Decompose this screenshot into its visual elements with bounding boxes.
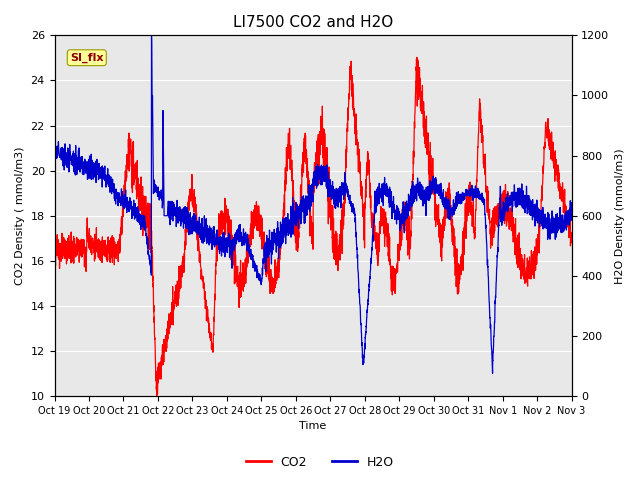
- Legend: CO2, H2O: CO2, H2O: [241, 451, 399, 474]
- Y-axis label: CO2 Density ( mmol/m3): CO2 Density ( mmol/m3): [15, 146, 25, 285]
- Y-axis label: H2O Density (mmol/m3): H2O Density (mmol/m3): [615, 148, 625, 284]
- X-axis label: Time: Time: [300, 421, 326, 432]
- Title: LI7500 CO2 and H2O: LI7500 CO2 and H2O: [233, 15, 393, 30]
- Text: SI_flx: SI_flx: [70, 53, 104, 63]
